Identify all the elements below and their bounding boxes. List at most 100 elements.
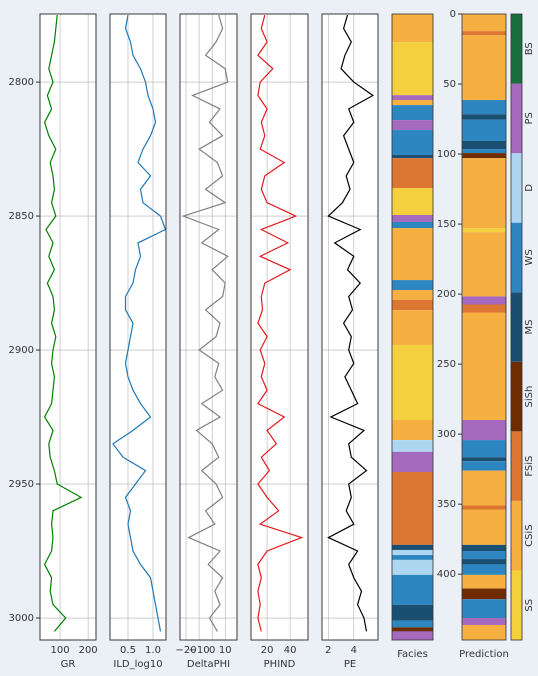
facies-interval bbox=[392, 549, 433, 556]
facies-interval bbox=[462, 470, 506, 506]
x-tick-label: 100 bbox=[51, 645, 70, 656]
facies-interval bbox=[392, 221, 433, 229]
facies-interval bbox=[392, 158, 433, 189]
column-border bbox=[391, 13, 434, 641]
facies-interval bbox=[462, 304, 506, 313]
colorbar-swatch bbox=[511, 431, 522, 501]
facies-interval bbox=[392, 344, 433, 420]
x-axis-label: Facies bbox=[397, 649, 428, 660]
x-axis-label: PE bbox=[344, 659, 356, 670]
facies-interval bbox=[392, 188, 433, 215]
colorbar-label: BS bbox=[524, 42, 535, 55]
track-border bbox=[321, 13, 379, 641]
facies-interval bbox=[462, 149, 506, 154]
log-curve bbox=[112, 14, 167, 632]
track-border bbox=[39, 13, 97, 641]
facies-interval bbox=[462, 232, 506, 297]
facies-interval bbox=[462, 559, 506, 565]
facies-interval bbox=[392, 105, 433, 121]
y-tick-label: 2850 bbox=[9, 211, 34, 222]
track-border bbox=[250, 13, 309, 641]
facies-interval bbox=[462, 296, 506, 305]
colorbar-swatch bbox=[511, 153, 522, 223]
facies-interval bbox=[392, 280, 433, 291]
track-frame bbox=[109, 13, 167, 641]
y-tick-label: 3000 bbox=[9, 613, 34, 624]
y-tick-label: 2800 bbox=[9, 77, 34, 88]
log-curve bbox=[181, 14, 229, 632]
facies-interval bbox=[462, 440, 506, 458]
facies-interval bbox=[462, 312, 506, 420]
x-axis-label: Prediction bbox=[459, 649, 509, 660]
colorbar-label: MS bbox=[524, 320, 535, 335]
track-frame bbox=[39, 13, 97, 641]
facies-interval bbox=[462, 114, 506, 120]
colorbar-swatch bbox=[511, 570, 522, 640]
facies-interval bbox=[392, 574, 433, 605]
x-tick-label: 0.5 bbox=[120, 645, 136, 656]
x-tick-label: 2 bbox=[325, 645, 331, 656]
x-tick-label: −10 bbox=[189, 645, 210, 656]
index-tick-label: 50 bbox=[443, 79, 456, 90]
facies-interval bbox=[392, 130, 433, 155]
facies-interval bbox=[462, 153, 506, 159]
x-axis-label: DeltaPHI bbox=[187, 659, 230, 670]
colorbar-swatch bbox=[511, 292, 522, 362]
colorbar-label: PS bbox=[524, 112, 535, 124]
index-tick-label: 150 bbox=[437, 219, 456, 230]
facies-interval bbox=[392, 214, 433, 222]
x-tick-label: 10 bbox=[219, 645, 232, 656]
facies-interval bbox=[392, 154, 433, 159]
index-tick-label: 350 bbox=[437, 499, 456, 510]
facies-interval bbox=[392, 440, 433, 452]
facies-interval bbox=[462, 457, 506, 462]
colorbar-swatch bbox=[511, 361, 522, 432]
colorbar-label: CSiS bbox=[524, 524, 535, 546]
facies-interval bbox=[462, 100, 506, 115]
facies-interval bbox=[462, 461, 506, 471]
facies-interval bbox=[462, 35, 506, 101]
x-tick-label: −20 bbox=[175, 645, 196, 656]
facies-interval bbox=[462, 505, 506, 510]
facies-interval bbox=[392, 555, 433, 560]
facies-interval bbox=[392, 419, 433, 441]
log-curve bbox=[327, 14, 375, 632]
facies-interval bbox=[462, 574, 506, 589]
index-tick-label: 100 bbox=[437, 149, 456, 160]
facies-interval bbox=[392, 95, 433, 101]
facies-interval bbox=[462, 564, 506, 575]
facies-interval bbox=[462, 544, 506, 552]
y-tick-label: 2950 bbox=[9, 479, 34, 490]
colorbar-swatch bbox=[511, 222, 522, 293]
facies-interval bbox=[392, 299, 433, 311]
colorbar-swatch bbox=[511, 83, 522, 154]
facies-interval bbox=[462, 599, 506, 619]
colorbar-label: D bbox=[524, 184, 535, 192]
track-border bbox=[109, 13, 167, 641]
index-tick-label: 200 bbox=[437, 289, 456, 300]
colorbar-border bbox=[510, 13, 523, 641]
facies-interval bbox=[392, 100, 433, 106]
x-axis-label: GR bbox=[61, 659, 76, 670]
facies-interval bbox=[462, 158, 506, 229]
facies-interval bbox=[462, 509, 506, 545]
facies-interval bbox=[392, 451, 433, 472]
facies-interval bbox=[462, 624, 506, 640]
facies-interval bbox=[462, 419, 506, 441]
facies-interval bbox=[462, 618, 506, 625]
log-curve bbox=[257, 14, 304, 632]
facies-interval bbox=[462, 141, 506, 150]
facies-interval bbox=[392, 544, 433, 550]
facies-interval bbox=[462, 119, 506, 142]
facies-interval bbox=[392, 14, 433, 43]
index-tick-label: 0 bbox=[450, 9, 456, 20]
colorbar-swatch bbox=[511, 500, 522, 571]
facies-interval bbox=[462, 14, 506, 32]
column-border bbox=[461, 13, 507, 641]
facies-interval bbox=[392, 604, 433, 621]
facies-interval bbox=[462, 228, 506, 233]
x-tick-label: 1.0 bbox=[145, 645, 161, 656]
colorbar-label: WS bbox=[524, 249, 535, 265]
facies-interval bbox=[392, 627, 433, 632]
y-tick-label: 2900 bbox=[9, 345, 34, 356]
